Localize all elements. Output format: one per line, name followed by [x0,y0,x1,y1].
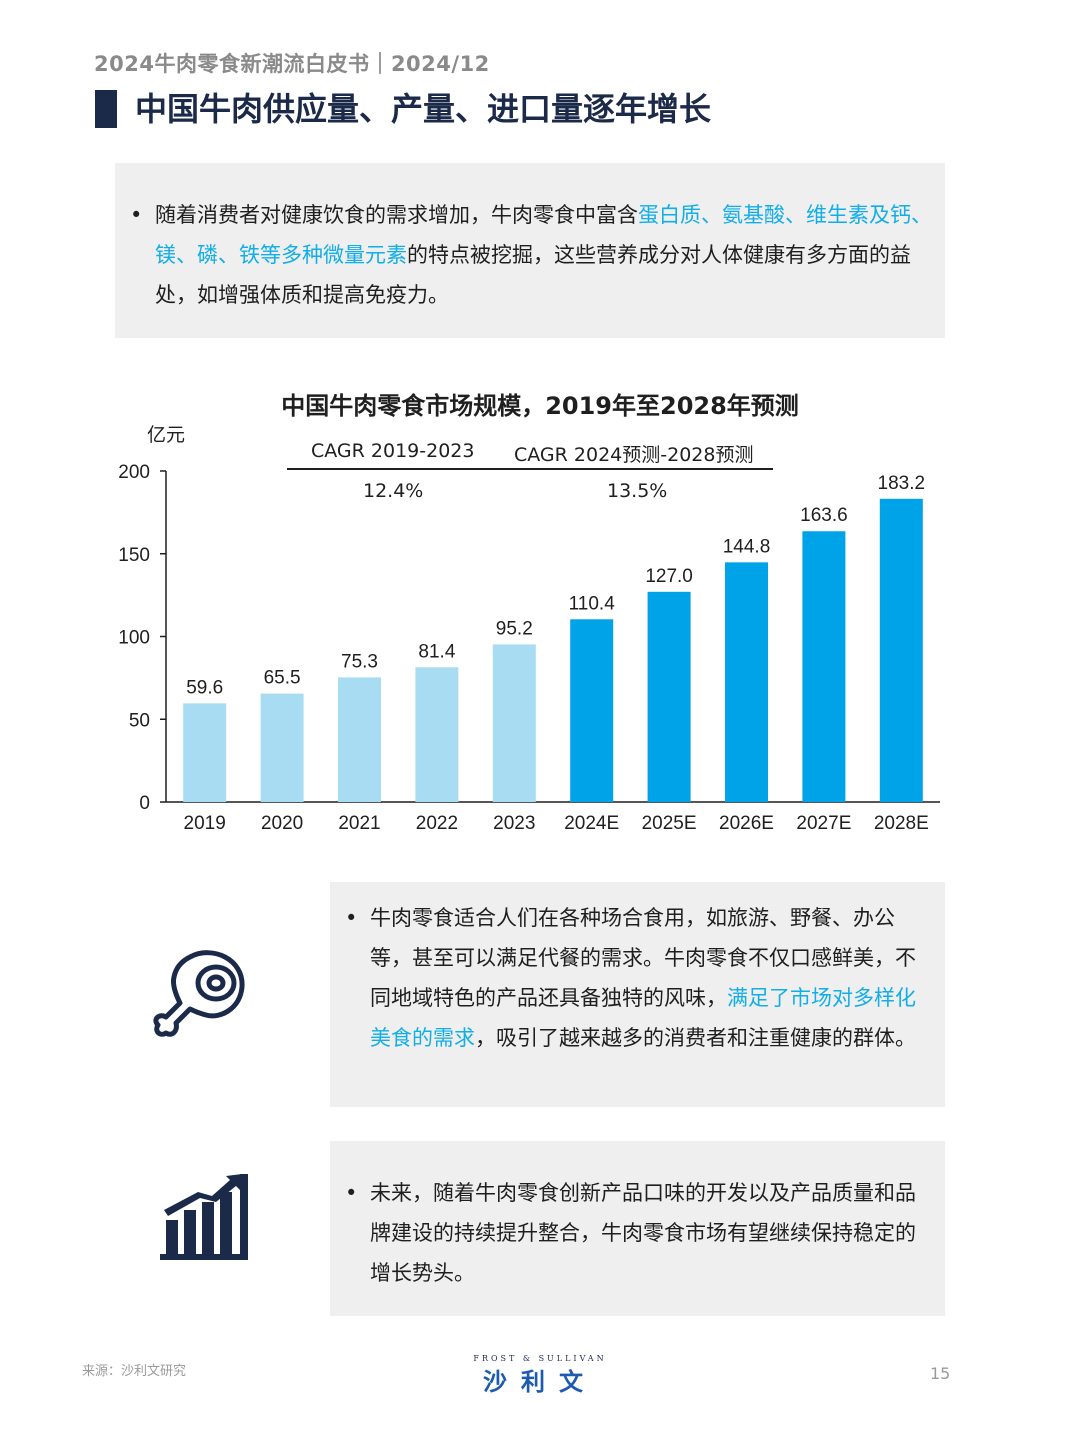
cagr-value-2: 13.5% [607,480,668,502]
sullivan-logo: 沙利文 [483,1368,597,1396]
meat-leg-icon [150,945,250,1045]
x-tick-label-2020: 2020 [261,813,303,834]
x-tick-label-2028E: 2028E [874,813,929,834]
source-note: 来源：沙利文研究 [82,1364,187,1379]
cagr-label-2: CAGR 2024预测-2028预测 [514,444,754,466]
data-label-2028E: 183.2 [878,473,926,494]
bar-chart: 0 50 100 150 200 59.6 2019 65.5 2020 75.3 2021 81.4… [118,462,940,834]
occasions-text-part1: 牛肉零食适合人们在各种场合食用，如旅游、野餐、办公等，甚至可以满足代餐的需求。牛… [370,906,916,1010]
occasions-panel [330,882,945,1107]
x-tick-label-2021: 2021 [338,813,380,834]
y-tick-label: 100 [118,628,150,649]
x-tick-label-2026E: 2026E [719,813,774,834]
outlook-panel [330,1141,945,1316]
x-tick-label-2024E: 2024E [564,813,619,834]
outlook-text: 未来，随着牛肉零食创新产品口味的开发以及产品质量和品牌建设的持续提升整合，牛肉零… [370,1173,932,1293]
outlook-bullet: • [345,1181,358,1205]
intro-text-part1: 随着消费者对健康饮食的需求增加，牛肉零食中富含 [155,203,638,227]
intro-highlight: 蛋白质、氨基酸、维生素及钙、镁、磷、铁等多种微量元素 [155,203,932,267]
bar-2020 [260,693,304,802]
occasions-text-part2: ，吸引了越来越多的消费者和注重健康的群体。 [475,1026,916,1050]
y-axis-unit: 亿元 [147,424,186,446]
occasions-text: 牛肉零食适合人们在各种场合食用，如旅游、野餐、办公等，甚至可以满足代餐的需求。牛… [370,898,932,1058]
y-tick-label: 200 [118,462,150,483]
x-tick-label-2027E: 2027E [796,813,851,834]
chart-title: 中国牛肉零食市场规模，2019年至2028年预测 [281,392,799,420]
outlook-text-part1: 未来，随着牛肉零食创新产品口味的开发以及产品质量和品牌建设的持续提升整合，牛肉零… [370,1181,916,1285]
data-label-2019: 59.6 [186,677,223,698]
data-label-2021: 75.3 [341,651,378,672]
document-subtitle: 2024牛肉零食新潮流白皮书｜2024/12 [94,52,490,76]
cagr-value-1: 12.4% [363,480,424,502]
data-label-2024E: 110.4 [569,593,616,614]
page-title: 中国牛肉供应量、产量、进口量逐年增长 [135,90,712,128]
title-accent-bar [95,90,117,128]
data-label-2025E: 127.0 [645,566,693,587]
x-tick-label-2022: 2022 [416,813,458,834]
x-tick-label-2023: 2023 [493,813,535,834]
page-number: 15 [930,1364,951,1383]
cagr-label-1: CAGR 2019-2023 [311,440,475,462]
frost-sullivan-logo-text: FROST & SULLIVAN [473,1354,607,1363]
intro-text-part2: 的特点被挖掘，这些营养成分对人体健康有多方面的益处，如增强体质和提高免疫力。 [155,243,911,307]
x-tick-label-2025E: 2025E [642,813,697,834]
bar-2022 [415,667,459,802]
intro-panel [115,163,945,338]
occasions-highlight: 满足了市场对多样化美食的需求 [370,986,916,1050]
x-tick-label-2019: 2019 [184,813,226,834]
bar-2024E [570,619,614,802]
cagr-divider-line [287,468,773,470]
y-tick-label: 150 [118,545,150,566]
bar-2019 [183,703,227,802]
y-tick-label: 50 [129,710,150,731]
intro-bullet: • [130,203,143,227]
occasions-bullet: • [345,906,358,930]
intro-text: 随着消费者对健康饮食的需求增加，牛肉零食中富含蛋白质、氨基酸、维生素及钙、镁、磷… [155,195,933,315]
bar-2027E [802,531,846,802]
bar-2028E [879,498,923,802]
data-label-2020: 65.5 [264,668,301,689]
data-label-2023: 95.2 [496,618,533,639]
bar-2025E [647,591,691,802]
bar-2026E [725,562,768,802]
data-label-2022: 81.4 [418,641,455,662]
y-tick-label: 0 [139,793,150,814]
growth-chart-icon [158,1170,253,1262]
data-label-2027E: 163.6 [800,505,848,526]
data-label-2026E: 144.8 [723,536,771,557]
bar-2021 [338,677,381,802]
bar-2023 [492,644,536,802]
